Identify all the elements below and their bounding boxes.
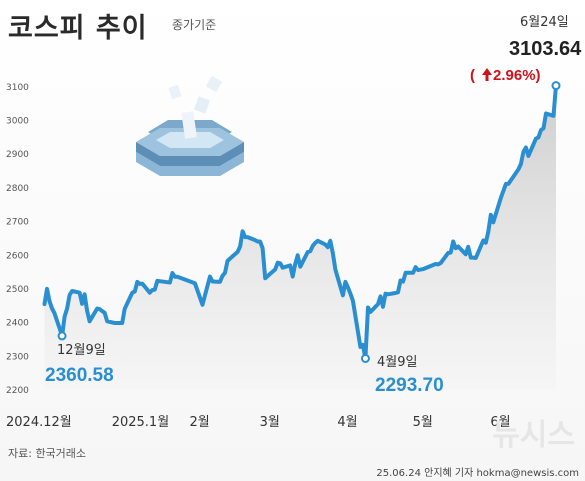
y-tick-label: 2900	[6, 150, 29, 160]
change-open-paren: (	[470, 67, 475, 84]
series-line	[42, 83, 558, 361]
annotation-date-apr9: 4월9일	[377, 355, 417, 370]
chart-title: 코스피 추이	[8, 13, 148, 44]
y-tick-label: 2500	[6, 285, 29, 295]
chart-subtitle: 종가기준	[172, 18, 217, 32]
x-tick-label: 6월	[490, 415, 510, 430]
annotation-value-jun24: 3103.64	[509, 38, 582, 60]
y-tick-label: 2400	[6, 319, 29, 329]
y-tick-label: 2600	[6, 251, 29, 261]
x-tick-label: 2025.1월	[112, 415, 169, 430]
watermark-logo: 뉴시스	[492, 418, 575, 453]
data-point-marker	[551, 81, 561, 91]
y-axis: 2200 2300 2400 2500 2600 2700 2800 2900 3000 3100	[6, 83, 29, 396]
x-tick-label: 3월	[260, 415, 280, 430]
annotation-date-dec9: 12월9일	[57, 343, 106, 358]
annotation-value-apr9: 2293.70	[375, 375, 444, 396]
chart-decoration-icon	[136, 75, 244, 176]
y-tick-label: 2800	[6, 184, 29, 194]
data-point-marker	[57, 331, 67, 341]
x-tick-label: 5월	[413, 415, 433, 430]
x-tick-label: 4월	[337, 415, 357, 430]
area-fill	[44, 85, 556, 390]
up-arrow-icon	[482, 68, 492, 81]
change-percent: 2.96%)	[493, 67, 541, 84]
x-tick-label: 2024.12월	[6, 415, 72, 430]
y-tick-label: 2200	[6, 386, 29, 396]
source-note: 자료: 한국거래소	[8, 447, 87, 460]
x-axis: 2024.12월 2025.1월 2월 3월 4월 5월 6월	[6, 415, 511, 430]
y-tick-label: 2300	[6, 352, 29, 362]
data-point-marker	[360, 353, 370, 363]
y-tick-label: 2700	[6, 218, 29, 228]
credit-line: 25.06.24 안지혜 기자 hokma@newsis.com	[376, 468, 579, 479]
annotation-date-jun24: 6월24일	[520, 15, 569, 30]
y-tick-label: 3100	[6, 83, 29, 93]
annotation-value-dec9: 2360.58	[45, 365, 114, 386]
x-tick-label: 2월	[189, 415, 209, 430]
annotation-markers	[57, 81, 561, 363]
y-tick-label: 3000	[6, 117, 29, 127]
